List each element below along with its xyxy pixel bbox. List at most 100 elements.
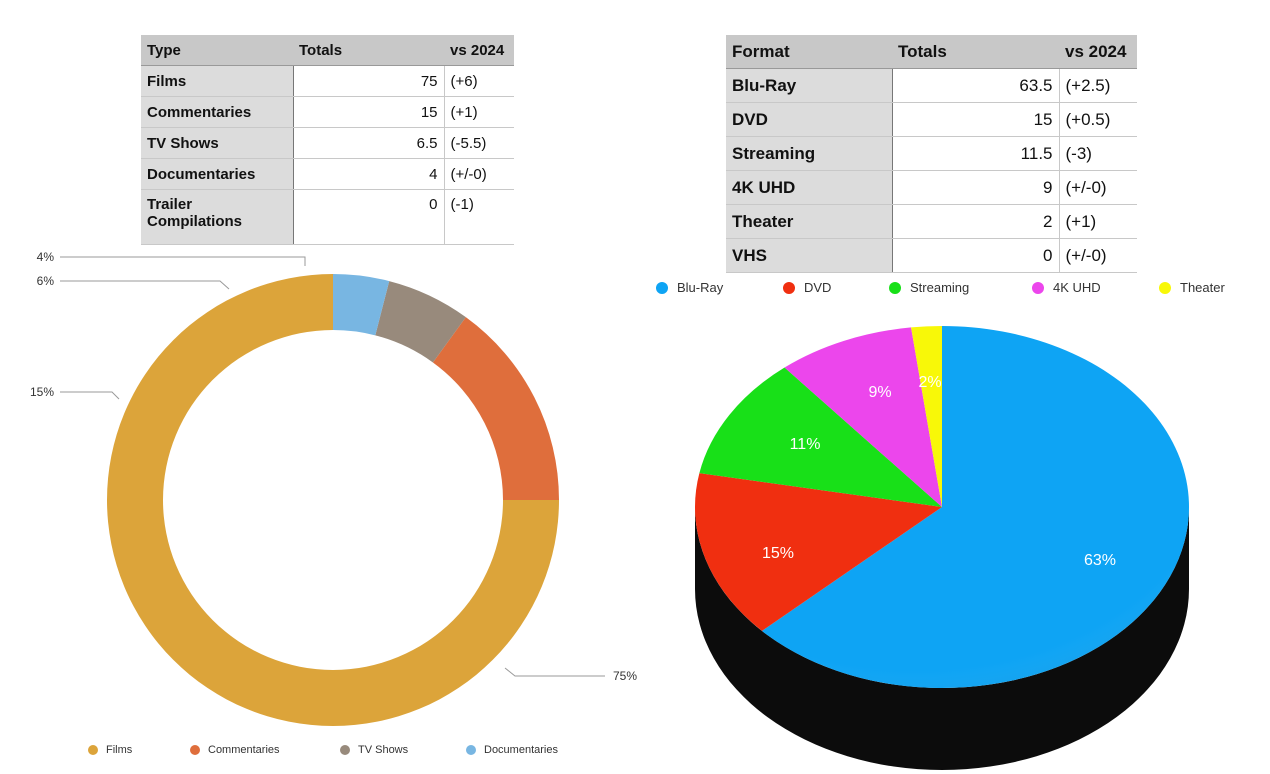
row-delta: (-5.5)	[444, 127, 514, 159]
row-total: 63.5	[892, 68, 1060, 103]
pie-data-label: 2%	[918, 374, 941, 391]
table-row: DVD 15 (+0.5)	[726, 102, 1137, 137]
pie-data-label: 63%	[1084, 552, 1116, 569]
row-delta: (+0.5)	[1059, 102, 1137, 137]
row-delta: (+1)	[1059, 204, 1137, 239]
row-label: DVD	[726, 102, 893, 137]
legend-label: Commentaries	[208, 744, 280, 756]
legend-label: Films	[106, 744, 133, 756]
table-row: 4K UHD 9 (+/-0)	[726, 170, 1137, 205]
row-delta: (+/-0)	[1059, 238, 1137, 273]
legend-item-4k-uhd: 4K UHD	[1032, 280, 1101, 295]
row-delta: (+1)	[444, 96, 514, 128]
pie-shading	[695, 326, 1189, 688]
legend-swatch	[340, 745, 350, 755]
legend-label: DVD	[804, 280, 832, 295]
legend-swatch	[88, 745, 98, 755]
legend-swatch	[1159, 281, 1171, 294]
donut-leader-line	[60, 391, 120, 400]
row-label: Documentaries	[141, 158, 294, 190]
pie-data-label: 11%	[790, 436, 821, 453]
pie-side-wall	[695, 507, 1189, 770]
legend-label: 4K UHD	[1053, 280, 1101, 295]
legend-swatch	[656, 281, 668, 294]
row-label: VHS	[726, 238, 893, 273]
legend-swatch	[783, 281, 795, 294]
row-label: Trailer Compilations	[141, 189, 294, 245]
format-header-vs: vs 2024	[1059, 35, 1137, 69]
legend-item-dvd: DVD	[783, 280, 831, 295]
legend-swatch	[1032, 281, 1044, 294]
row-delta: (-3)	[1059, 136, 1137, 171]
table-row: Documentaries 4 (+/-0)	[141, 158, 514, 190]
pie-data-label: 9%	[868, 384, 891, 401]
row-label: Blu-Ray	[726, 68, 893, 103]
legend-item-blu-ray: Blu-Ray	[656, 280, 723, 295]
donut-leader-line	[504, 667, 605, 677]
row-total: 15	[892, 102, 1060, 137]
format-table: Format Totals vs 2024 Blu-Ray 63.5 (+2.5…	[726, 35, 1137, 273]
format-header-format: Format	[726, 35, 892, 69]
table-row: Trailer Compilations 0 (-1)	[141, 189, 514, 245]
donut-data-label: 4%	[37, 250, 55, 264]
pie-data-label: 15%	[762, 545, 794, 562]
row-label: Streaming	[726, 136, 893, 171]
legend-swatch	[190, 745, 200, 755]
row-delta: (+/-0)	[1059, 170, 1137, 205]
donut-slice-documentaries	[333, 274, 390, 336]
row-total: 15	[293, 96, 445, 128]
legend-item-theater: Theater	[1159, 280, 1225, 295]
donut-data-label: 15%	[30, 385, 54, 399]
row-label: Films	[141, 65, 294, 97]
row-total: 11.5	[892, 136, 1060, 171]
table-row: Films 75 (+6)	[141, 65, 514, 97]
donut-leader-line	[60, 256, 306, 266]
table-row: Blu-Ray 63.5 (+2.5)	[726, 68, 1137, 103]
donut-slice-tv-shows	[375, 281, 466, 363]
row-total: 4	[293, 158, 445, 190]
donut-slice-commentaries	[432, 317, 559, 500]
type-header-type: Type	[141, 35, 293, 66]
row-total: 6.5	[293, 127, 445, 159]
legend-label: Documentaries	[484, 744, 558, 756]
legend-label: Blu-Ray	[677, 280, 724, 295]
format-header-totals: Totals	[892, 35, 1059, 69]
type-header-totals: Totals	[293, 35, 444, 66]
row-label: TV Shows	[141, 127, 294, 159]
table-row: Streaming 11.5 (-3)	[726, 136, 1137, 171]
row-delta: (+6)	[444, 65, 514, 97]
legend-item-films: Films	[88, 744, 132, 756]
row-label: Commentaries	[141, 96, 294, 128]
row-label: Theater	[726, 204, 893, 239]
legend-label: Theater	[1180, 280, 1225, 295]
row-label: 4K UHD	[726, 170, 893, 205]
legend-label: TV Shows	[358, 744, 409, 756]
legend-swatch	[466, 745, 476, 755]
row-total: 0	[293, 189, 445, 245]
donut-leader-line	[60, 280, 230, 290]
type-header-vs: vs 2024	[444, 35, 514, 66]
row-total: 0	[892, 238, 1060, 273]
legend-swatch	[889, 281, 901, 294]
type-table-header: Type Totals vs 2024	[141, 35, 514, 66]
row-delta: (+2.5)	[1059, 68, 1137, 103]
legend-item-tv-shows: TV Shows	[340, 744, 408, 756]
row-delta: (+/-0)	[444, 158, 514, 190]
legend-item-documentaries: Documentaries	[466, 744, 558, 756]
row-total: 9	[892, 170, 1060, 205]
table-row: VHS 0 (+/-0)	[726, 238, 1137, 273]
pie-chart: 63% 15% 11% 9% 2%	[695, 326, 1189, 770]
table-row: Commentaries 15 (+1)	[141, 96, 514, 128]
table-row: TV Shows 6.5 (-5.5)	[141, 127, 514, 159]
row-total: 2	[892, 204, 1060, 239]
table-row: Theater 2 (+1)	[726, 204, 1137, 239]
type-table: Type Totals vs 2024 Films 75 (+6) Commen…	[141, 35, 514, 245]
row-delta: (-1)	[444, 189, 514, 245]
legend-label: Streaming	[910, 280, 970, 295]
legend-item-streaming: Streaming	[889, 280, 969, 295]
legend-item-commentaries: Commentaries	[190, 744, 280, 756]
donut-data-label: 75%	[613, 669, 637, 683]
format-table-header: Format Totals vs 2024	[726, 35, 1137, 69]
donut-chart: 75% 15% 6% 4%	[30, 250, 637, 726]
